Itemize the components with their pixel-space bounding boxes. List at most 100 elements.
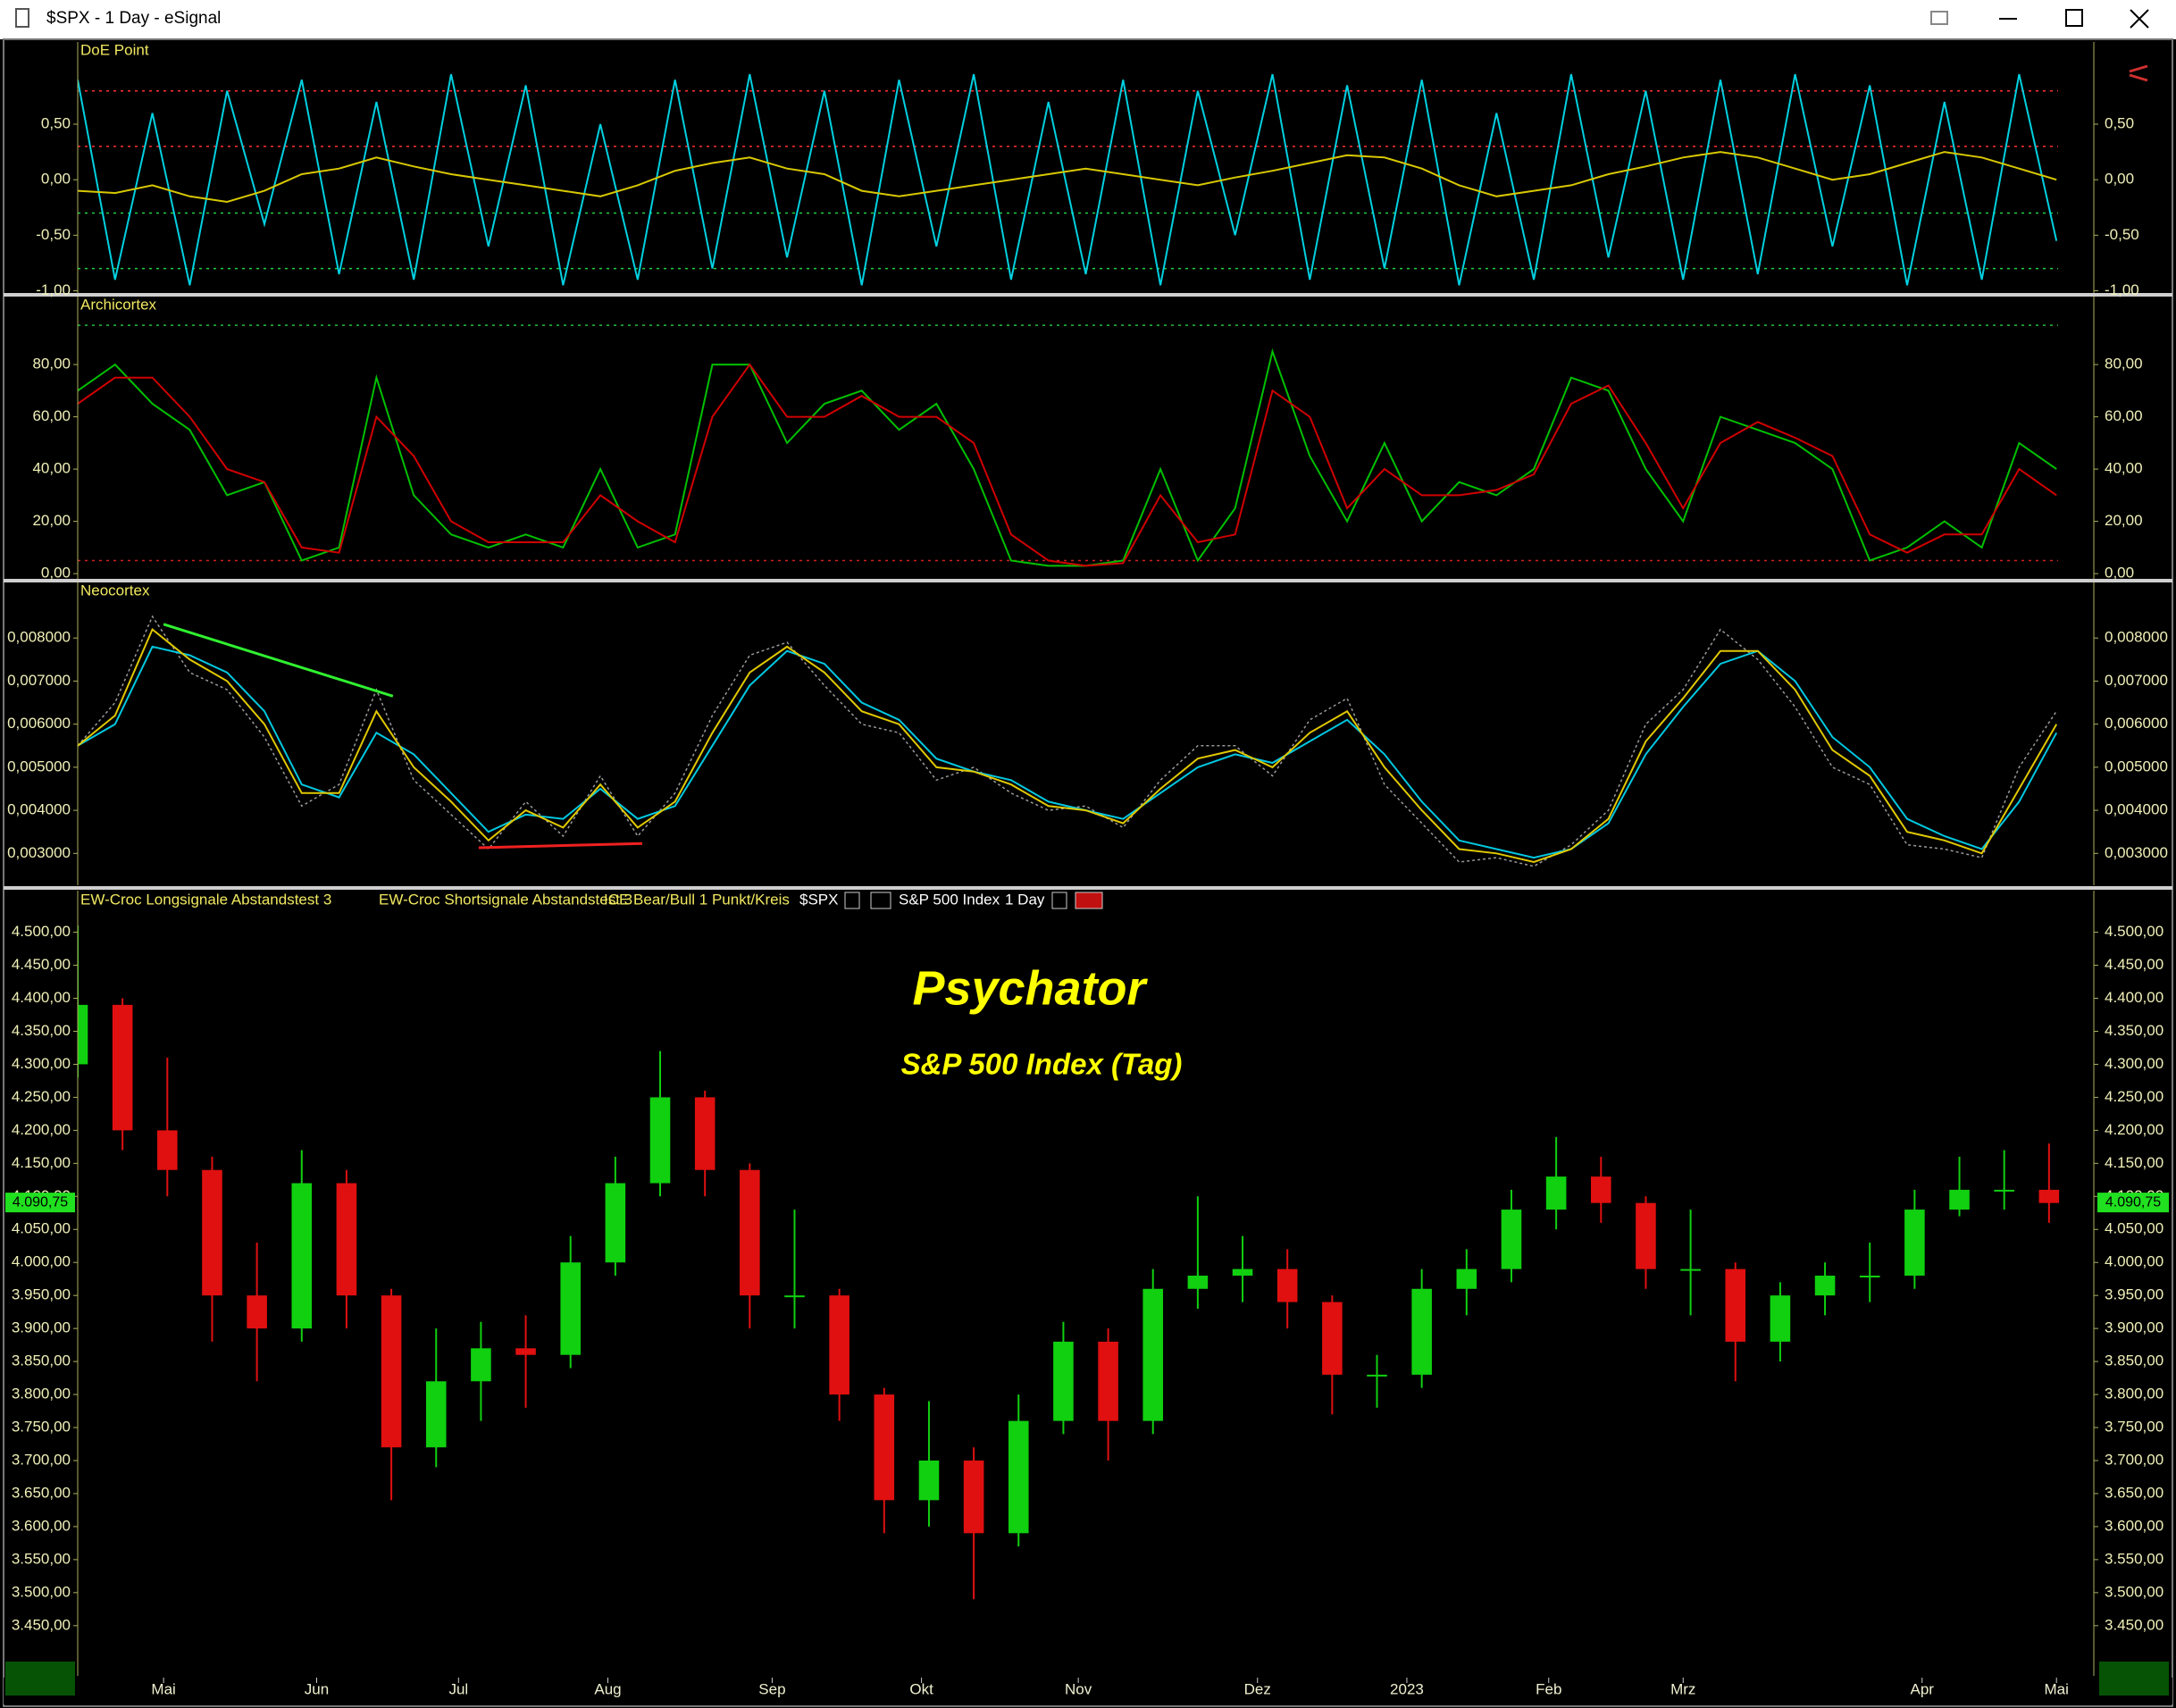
y-tick-label: 40,00 <box>32 460 71 477</box>
y-tick-label: 4.500,00 <box>2105 923 2163 940</box>
restore-layout-button[interactable] <box>1930 11 1948 25</box>
y-tick-label: 3.750,00 <box>12 1419 71 1436</box>
candle-body <box>1636 1202 1656 1269</box>
x-tick-label: Jul <box>448 1680 468 1697</box>
candle-body <box>1949 1189 1970 1210</box>
candle-body <box>1187 1275 1209 1289</box>
y-tick-label: 40,00 <box>2105 460 2143 477</box>
y-tick-label: 0,005000 <box>2105 758 2168 774</box>
x-tick-label: Sep <box>758 1680 785 1697</box>
last-price-label: 4.090,75 <box>2105 1194 2161 1210</box>
indicator-line <box>78 151 2057 204</box>
candle-body <box>2038 1189 2060 1203</box>
y-tick-label: 3.800,00 <box>12 1386 71 1402</box>
candle-body <box>1456 1268 1477 1289</box>
indicator-line <box>78 627 2058 864</box>
candle-body <box>157 1130 178 1170</box>
pane-title: DoE Point <box>80 41 149 58</box>
x-tick-label: Okt <box>909 1680 933 1697</box>
x-tick-label: Feb <box>1536 1680 1561 1697</box>
y-tick-label: 0,00 <box>41 565 71 582</box>
y-tick-label: 3.850,00 <box>12 1352 71 1369</box>
y-tick-label: 0,003000 <box>7 844 71 861</box>
y-tick-label: 3.450,00 <box>12 1616 71 1633</box>
candle-body <box>1725 1268 1746 1342</box>
interval-dropdown[interactable] <box>1051 892 1067 909</box>
y-tick-label: 4.350,00 <box>2105 1022 2163 1039</box>
status-box <box>5 1662 75 1695</box>
y-tick-label: 3.500,00 <box>12 1583 71 1600</box>
y-tick-label: 3.900,00 <box>2105 1319 2163 1336</box>
y-tick-label: 0,004000 <box>2105 801 2168 818</box>
y-tick-label: 4.250,00 <box>12 1088 71 1105</box>
candle-body <box>740 1169 760 1296</box>
app-icon <box>15 8 29 28</box>
y-tick-label: 3.450,00 <box>2105 1616 2163 1633</box>
candle-body <box>649 1097 671 1184</box>
x-tick-label: Nov <box>1065 1680 1092 1697</box>
chart-type-dropdown[interactable] <box>870 892 891 909</box>
y-tick-label: 20,00 <box>32 512 71 529</box>
candle-body <box>247 1295 267 1329</box>
y-tick-label: 3.700,00 <box>12 1451 71 1468</box>
y-tick-label: 3.800,00 <box>2105 1386 2163 1402</box>
symbol[interactable]: $SPX <box>799 891 838 908</box>
indicator-name: EW-Croc Shortsignale Abstandstest 3 <box>379 891 632 908</box>
x-tick-label: Dez <box>1244 1680 1271 1697</box>
window-title: $SPX - 1 Day - eSignal <box>46 9 221 28</box>
candle-body <box>1770 1295 1791 1342</box>
x-tick-label: Mrz <box>1670 1680 1695 1697</box>
y-tick-label: 3.550,00 <box>12 1550 71 1567</box>
candle-body <box>1098 1341 1118 1421</box>
indicator-name: EW-Croc Longsignale Abstandstest 3 <box>80 891 331 908</box>
indicator-line <box>78 363 2057 567</box>
y-tick-label: 3.850,00 <box>2105 1352 2163 1369</box>
symbol-dropdown[interactable] <box>844 892 860 909</box>
close-button[interactable] <box>2130 9 2149 29</box>
y-tick-label: 0,005000 <box>7 758 71 774</box>
candle-body <box>1994 1189 2014 1192</box>
candle-body <box>1008 1420 1029 1534</box>
y-tick-label: 4.200,00 <box>12 1121 71 1138</box>
y-tick-label: 20,00 <box>2105 512 2143 529</box>
scroll-arrows[interactable] <box>2129 64 2148 82</box>
trend-line <box>478 841 643 850</box>
y-tick-label: 4.300,00 <box>2105 1055 2163 1072</box>
interval[interactable]: 1 Day <box>1005 891 1045 908</box>
x-tick-label: Apr <box>1911 1680 1935 1697</box>
maximize-button[interactable] <box>2065 9 2083 27</box>
y-tick-label: 60,00 <box>2105 407 2143 424</box>
y-tick-label: -0,50 <box>2105 226 2139 243</box>
y-tick-label: 0,004000 <box>7 801 71 818</box>
pane-title: Archicortex <box>80 296 157 313</box>
chart-subtitle: S&P 500 Index (Tag) <box>901 1048 1183 1081</box>
y-tick-label: 4.200,00 <box>2105 1121 2163 1138</box>
y-tick-label: 4.050,00 <box>2105 1220 2163 1237</box>
candle-body <box>1053 1341 1074 1421</box>
y-tick-label: 3.650,00 <box>2105 1484 2163 1501</box>
y-tick-label: 0,00 <box>2105 565 2134 582</box>
candle-body <box>1232 1268 1253 1276</box>
y-tick-label: 0,008000 <box>2105 629 2168 646</box>
title-bar <box>0 0 2176 39</box>
y-tick-label: 3.700,00 <box>2105 1451 2163 1468</box>
candle-body <box>381 1295 402 1448</box>
pane-title: Neocortex <box>80 582 150 599</box>
y-tick-label: 4.500,00 <box>12 923 71 940</box>
y-tick-label: 0,007000 <box>7 672 71 689</box>
candle-body <box>1322 1302 1343 1375</box>
pane <box>78 73 2058 286</box>
candle-body <box>78 1004 88 1065</box>
y-tick-label: 80,00 <box>2105 356 2143 373</box>
candle-body <box>291 1183 313 1329</box>
indicator-name: ICE Bear/Bull 1 Punkt/Kreis <box>604 891 790 908</box>
last-price-label: 4.090,75 <box>13 1194 68 1210</box>
candle-body <box>515 1348 536 1355</box>
x-tick-label: Jun <box>305 1680 329 1697</box>
link-button[interactable] <box>1075 892 1103 909</box>
y-tick-label: 4.450,00 <box>12 956 71 973</box>
y-tick-label: 4.400,00 <box>2105 989 2163 1006</box>
candle-body <box>1367 1374 1387 1377</box>
pane <box>78 925 2060 1600</box>
